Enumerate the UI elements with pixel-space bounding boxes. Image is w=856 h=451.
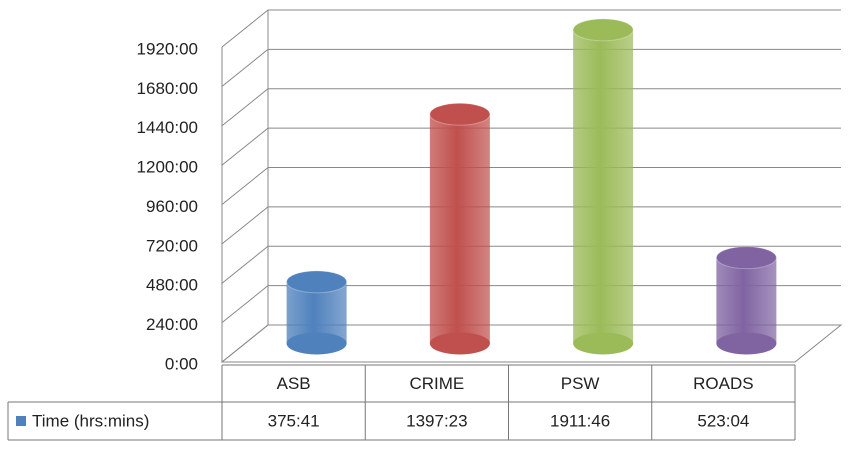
grid-line <box>221 48 841 87</box>
bar-top <box>715 246 777 270</box>
bar-top <box>286 270 348 294</box>
y-tick-label: 720:00 <box>146 236 198 255</box>
grid-line <box>221 127 841 166</box>
x-tick-label: ROADS <box>693 374 753 393</box>
y-tick-label: 1680:00 <box>137 79 198 98</box>
data-label: 1911:46 <box>550 411 610 430</box>
grid-line <box>221 285 841 324</box>
data-label: 375:41 <box>268 411 320 430</box>
legend-key <box>16 416 26 426</box>
grid-line <box>221 167 841 205</box>
data-label: 1397:23 <box>406 411 467 430</box>
bar <box>573 29 634 344</box>
bar-top <box>429 102 491 126</box>
grid-line <box>221 88 841 127</box>
y-tick-label: 240:00 <box>146 315 198 334</box>
x-tick-label: ASB <box>277 374 311 393</box>
grid-line <box>221 206 841 245</box>
x-tick-label: PSW <box>561 374 600 393</box>
y-tick-label: 0:00 <box>165 354 198 373</box>
y-tick-label: 1920:00 <box>137 39 198 58</box>
grid-line <box>221 245 841 284</box>
y-tick-label: 1200:00 <box>137 158 198 177</box>
bar <box>716 257 777 344</box>
y-tick-label: 480:00 <box>146 276 198 295</box>
bar <box>429 114 490 344</box>
grid-line <box>221 324 841 363</box>
bar-top <box>572 18 634 42</box>
legend-label: Time (hrs:mins) <box>32 411 149 430</box>
y-tick-label: 960:00 <box>146 197 198 216</box>
x-tick-label: CRIME <box>409 374 464 393</box>
y-tick-label: 1440:00 <box>137 118 198 137</box>
grid-line <box>221 9 841 48</box>
data-label: 523:04 <box>697 411 749 430</box>
